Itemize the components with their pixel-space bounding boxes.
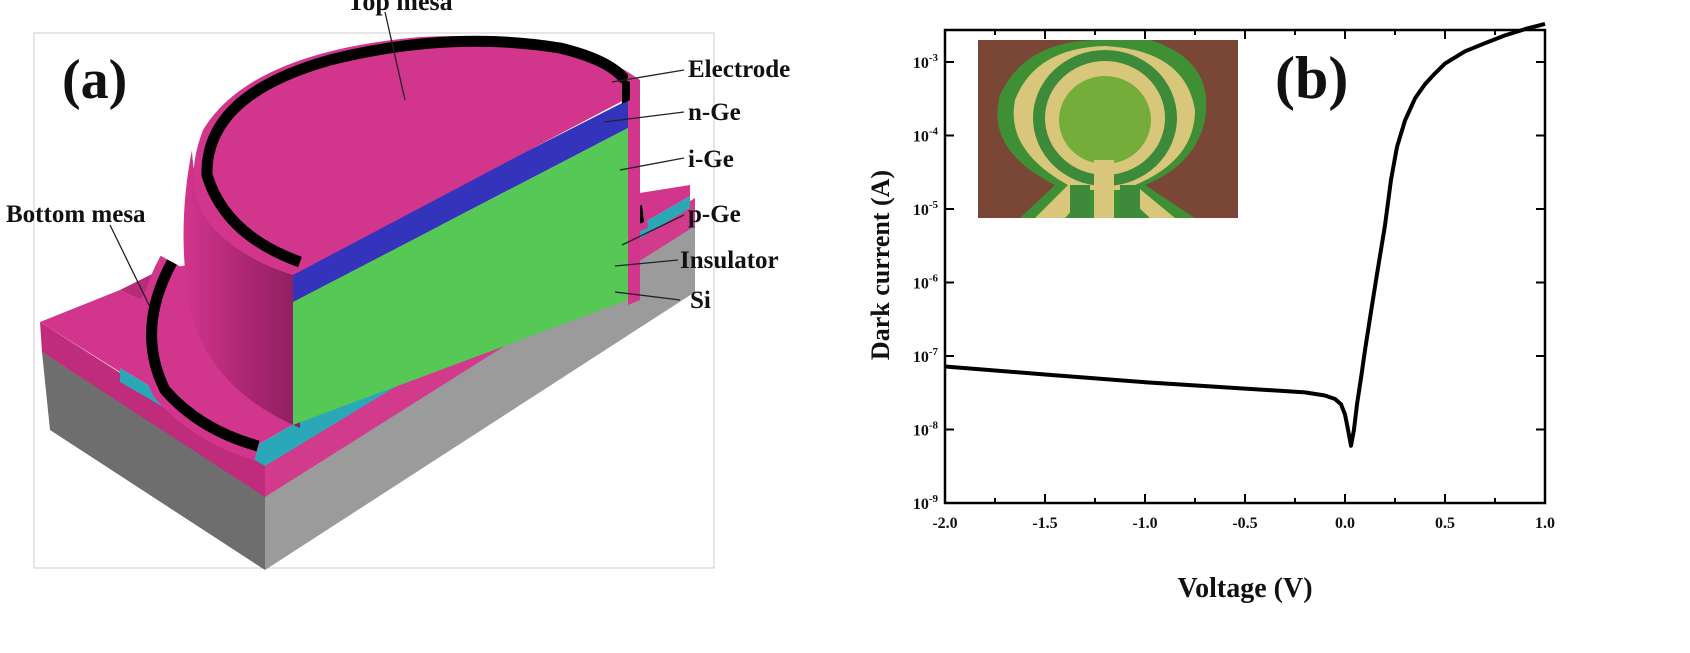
x-tick-label: -0.5 (1232, 515, 1257, 532)
bottom-electrode-arc-black (146, 259, 260, 452)
top-mesa-top (193, 36, 629, 275)
y-tick-label: 10-8 (913, 420, 939, 440)
y-tick-label: 10-9 (913, 493, 939, 513)
n-ge-label: n-Ge (688, 99, 741, 126)
plot-frame (943, 28, 1547, 505)
y-tick-label: 10-4 (913, 126, 939, 146)
i-ge-layer (293, 128, 628, 425)
x-tick-label: -1.5 (1032, 515, 1057, 532)
x-axis-label: Voltage (V) (1177, 573, 1312, 604)
x-tick-label: -2.0 (932, 515, 957, 532)
x-tick-label: -1.0 (1132, 515, 1157, 532)
y-tick-label: 10-6 (913, 273, 939, 293)
insulator-label: Insulator (680, 247, 779, 274)
x-tick-label: 0.0 (1335, 515, 1355, 532)
n-ge-layer (293, 100, 628, 302)
y-tick-label: 10-7 (913, 346, 939, 366)
y-tick-label: 10-5 (913, 199, 939, 219)
si-left-face (42, 352, 265, 570)
x-tick-label: 1.0 (1535, 515, 1555, 532)
bottom-mesa-label: Bottom mesa (6, 201, 146, 228)
top-electrode-arc (201, 35, 630, 268)
panel-a-label: (a) (62, 49, 127, 111)
top-mesa-rim (628, 72, 640, 305)
si-label: Si (690, 287, 711, 314)
electrode-label: Electrode (688, 56, 790, 83)
y-axis-label: Dark current (A) (866, 170, 895, 360)
top-mesa-rim-black (622, 78, 630, 104)
y-tick-label: 10-3 (913, 52, 939, 72)
device-micrograph-inset (978, 40, 1238, 218)
leader-lines (109, 11, 685, 308)
i-ge-label: i-Ge (688, 146, 734, 173)
insulator-left-face (40, 322, 265, 497)
p-ge-label: p-Ge (688, 201, 741, 228)
x-tick-label: 0.5 (1435, 515, 1455, 532)
panel-a-diagram: Top mesa (a) Electrode n-Ge i-Ge p-Ge In… (6, 0, 790, 570)
top-mesa-label: Top mesa (347, 0, 452, 16)
panel-b-label: (b) (1275, 45, 1348, 111)
dark-current-curve (944, 21, 1546, 448)
iv-chart: (b) -2.0 -1.5 -1.0 -0.5 0.0 0.5 1.0 10-9 10-8 10… (866, 21, 1555, 604)
